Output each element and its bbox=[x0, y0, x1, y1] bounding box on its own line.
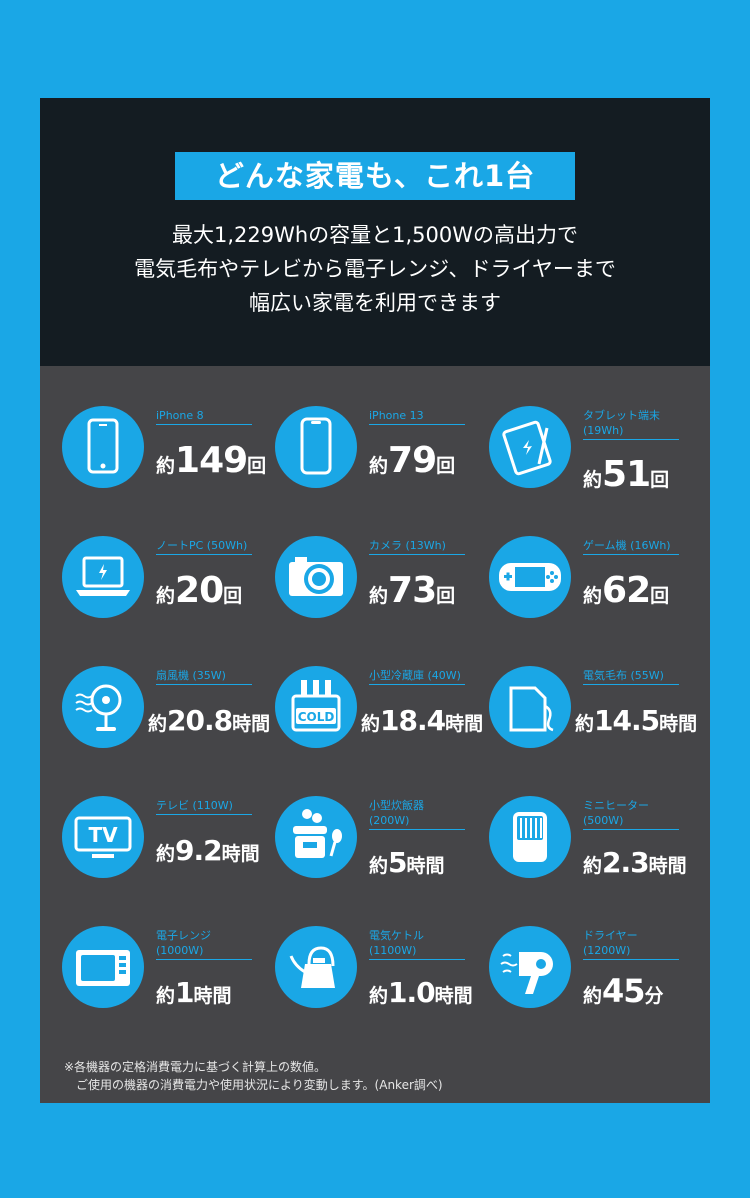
item-fan: 扇風機 (35W) 約20.8時間 bbox=[62, 666, 277, 766]
item-label: ドライヤー (1200W) bbox=[583, 928, 679, 960]
item-label: 小型炊飯器 (200W) bbox=[369, 798, 465, 830]
item-laptop: ノートPC (50Wh) 約20回 bbox=[62, 536, 277, 636]
microwave-icon bbox=[62, 926, 144, 1008]
footnote: ※各機器の定格消費電力に基づく計算上の数値。 ご使用の機器の消費電力や使用状況に… bbox=[64, 1058, 443, 1094]
item-camera: カメラ (13Wh) 約73回 bbox=[275, 536, 490, 636]
smartphone-notch-icon bbox=[275, 406, 357, 488]
rice-cooker-icon bbox=[275, 796, 357, 878]
tablet-icon bbox=[489, 406, 571, 488]
electric-blanket-icon bbox=[489, 666, 571, 748]
item-label: テレビ (110W) bbox=[156, 798, 252, 815]
item-value: 約14.5時間 bbox=[575, 704, 698, 737]
item-value: 約73回 bbox=[369, 570, 456, 611]
item-value: 約20回 bbox=[156, 570, 243, 611]
item-label: iPhone 8 bbox=[156, 408, 252, 425]
laptop-icon bbox=[62, 536, 144, 618]
item-label: 小型冷蔵庫 (40W) bbox=[369, 668, 465, 685]
hair-dryer-icon bbox=[489, 926, 571, 1008]
item-game-console: ゲーム機 (16Wh) 約62回 bbox=[489, 536, 704, 636]
heater-icon bbox=[489, 796, 571, 878]
camera-icon bbox=[275, 536, 357, 618]
item-value: 約20.8時間 bbox=[148, 704, 271, 737]
header: どんな家電も、これ1台 最大1,229Whの容量と1,500Wの高出力で 電気毛… bbox=[40, 98, 710, 366]
item-value: 約18.4時間 bbox=[361, 704, 484, 737]
item-value: 約1時間 bbox=[156, 976, 232, 1009]
item-label: 扇風機 (35W) bbox=[156, 668, 252, 685]
item-value: 約62回 bbox=[583, 570, 670, 611]
item-mini-heater: ミニヒーター (500W) 約2.3時間 bbox=[489, 796, 704, 896]
item-label: 電子レンジ (1000W) bbox=[156, 928, 252, 960]
subtitle-line: 幅広い家電を利用できます bbox=[249, 291, 501, 315]
item-label: カメラ (13Wh) bbox=[369, 538, 465, 555]
item-label: ノートPC (50Wh) bbox=[156, 538, 252, 555]
item-hair-dryer: ドライヤー (1200W) 約45分 bbox=[489, 926, 704, 1026]
item-value: 約79回 bbox=[369, 440, 456, 481]
content-panel: どんな家電も、これ1台 最大1,229Whの容量と1,500Wの高出力で 電気毛… bbox=[40, 98, 710, 1103]
smartphone-icon bbox=[62, 406, 144, 488]
svg-text:TV: TV bbox=[88, 823, 118, 847]
item-tablet: タブレット端末 (19Wh) 約51回 bbox=[489, 406, 704, 506]
item-label: iPhone 13 bbox=[369, 408, 465, 425]
item-value: 約51回 bbox=[583, 454, 670, 495]
item-label: 電気ケトル (1100W) bbox=[369, 928, 465, 960]
item-label: 電気毛布 (55W) bbox=[583, 668, 679, 685]
subtitle-line: 最大1,229Whの容量と1,500Wの高出力で bbox=[171, 223, 579, 247]
item-mini-fridge: COLD 小型冷蔵庫 (40W) 約18.4時間 bbox=[275, 666, 490, 766]
kettle-icon bbox=[275, 926, 357, 1008]
page-title: どんな家電も、これ1台 bbox=[175, 152, 575, 200]
item-tv: TV テレビ (110W) 約9.2時間 bbox=[62, 796, 277, 896]
svg-text:COLD: COLD bbox=[298, 710, 335, 724]
item-label: ゲーム機 (16Wh) bbox=[583, 538, 679, 555]
tv-icon: TV bbox=[62, 796, 144, 878]
item-iphone8: iPhone 8 約149回 bbox=[62, 406, 277, 506]
item-rice-cooker: 小型炊飯器 (200W) 約5時間 bbox=[275, 796, 490, 896]
item-value: 約149回 bbox=[156, 440, 267, 481]
fan-icon bbox=[62, 666, 144, 748]
game-console-icon bbox=[489, 536, 571, 618]
item-iphone13: iPhone 13 約79回 bbox=[275, 406, 490, 506]
item-value: 約2.3時間 bbox=[583, 846, 687, 879]
footnote-line: ご使用の機器の消費電力や使用状況により変動します。(Anker調べ) bbox=[64, 1078, 443, 1092]
cooler-icon: COLD bbox=[275, 666, 357, 748]
item-label: ミニヒーター (500W) bbox=[583, 798, 679, 830]
item-value: 約9.2時間 bbox=[156, 834, 260, 867]
item-value: 約1.0時間 bbox=[369, 976, 473, 1009]
item-value: 約45分 bbox=[583, 972, 664, 1010]
subtitle-line: 電気毛布やテレビから電子レンジ、ドライヤーまで bbox=[134, 257, 616, 281]
item-electric-blanket: 電気毛布 (55W) 約14.5時間 bbox=[489, 666, 704, 766]
footnote-line: ※各機器の定格消費電力に基づく計算上の数値。 bbox=[64, 1060, 327, 1074]
item-electric-kettle: 電気ケトル (1100W) 約1.0時間 bbox=[275, 926, 490, 1026]
item-value: 約5時間 bbox=[369, 846, 445, 879]
item-label: タブレット端末 (19Wh) bbox=[583, 408, 679, 440]
item-microwave: 電子レンジ (1000W) 約1時間 bbox=[62, 926, 277, 1026]
subtitle: 最大1,229Whの容量と1,500Wの高出力で 電気毛布やテレビから電子レンジ… bbox=[40, 218, 710, 320]
